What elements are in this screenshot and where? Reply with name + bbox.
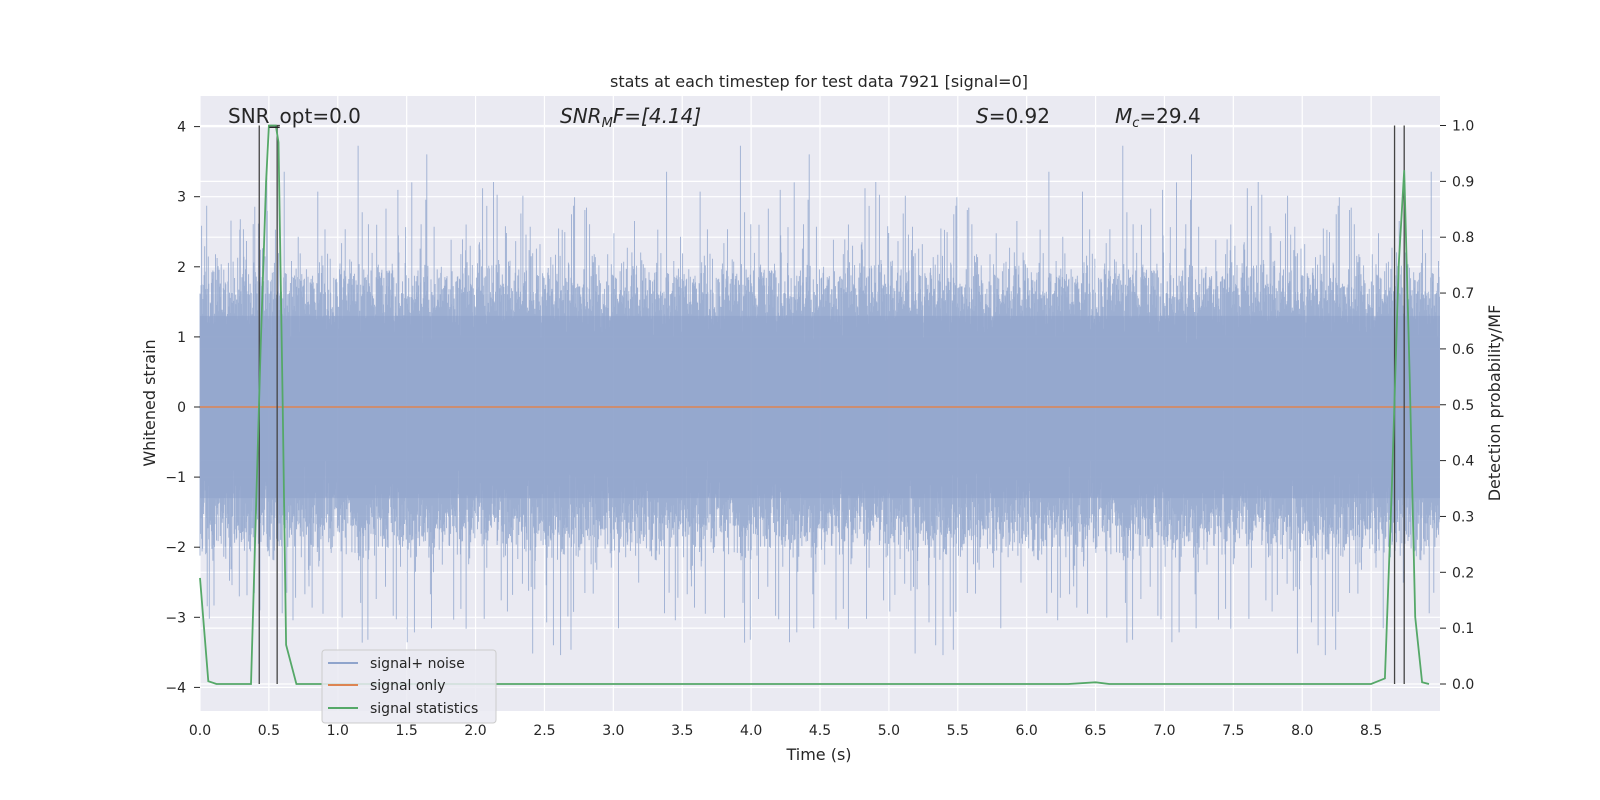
x-tick-label: 7.5 [1222, 723, 1244, 739]
signal-statistics-line [199, 124, 1430, 685]
y2-tick-label: 0.6 [1452, 342, 1474, 358]
y-tick-label: −4 [165, 680, 186, 696]
annotation-mc-sub: c [1132, 116, 1139, 131]
y2-tick-label: 0.7 [1452, 286, 1474, 302]
chart-title: stats at each timestep for test data 792… [610, 72, 1028, 91]
y-tick-label: 1 [177, 330, 186, 346]
annotation-mc: Mc=29.4 [1115, 104, 1201, 131]
y2-tick-label: 0.3 [1452, 509, 1474, 525]
x-tick-label: 6.5 [1084, 723, 1106, 739]
y-tick-label: 4 [177, 120, 186, 136]
annotation-mc-base: M [1115, 104, 1132, 128]
x-tick-label: 4.5 [809, 723, 831, 739]
x-tick-label: 1.0 [327, 723, 349, 739]
y-tick-label: −3 [165, 610, 186, 626]
x-tick-label: 2.0 [464, 723, 486, 739]
x-tick-label: 5.5 [947, 723, 969, 739]
legend-box [321, 649, 497, 724]
lines-layer [199, 124, 1441, 685]
annotation-snr-mf: SNRMF=[4.14] [560, 104, 701, 131]
annotation-snr-mf-rest: F=[4.14] [613, 104, 701, 128]
x-tick-label: 5.0 [878, 723, 900, 739]
y-tick-label: −2 [165, 540, 186, 556]
legend: signal+ noise signal only signal statist… [321, 649, 497, 724]
x-tick-label: 1.5 [396, 723, 418, 739]
x-tick-label: 0.5 [258, 723, 280, 739]
annotation-snr-opt: SNR_opt=0.0 [228, 104, 361, 128]
y2-tick-label: 0.9 [1452, 174, 1474, 190]
y-tick-label: 3 [177, 190, 186, 206]
annotation-snr-mf-sub: M [602, 116, 613, 131]
legend-label-statistics: signal statistics [370, 701, 478, 717]
annotation-mc-value: =29.4 [1139, 104, 1200, 128]
y2-tick-label: 0.8 [1452, 230, 1474, 246]
y2-tick-label: 1.0 [1452, 119, 1474, 135]
legend-label-noise: signal+ noise [370, 656, 465, 672]
y2-tick-label: 0.2 [1452, 565, 1474, 581]
y2-tick-label: 0.4 [1452, 454, 1474, 470]
y-tick-label: 2 [177, 260, 186, 276]
x-axis-label: Time (s) [785, 745, 851, 764]
x-tick-label: 2.5 [533, 723, 555, 739]
x-tick-label: 3.5 [671, 723, 693, 739]
x-tick-label: 8.0 [1291, 723, 1313, 739]
y-tick-label: −1 [165, 470, 186, 486]
x-tick-label: 0.0 [189, 723, 211, 739]
x-tick-label: 4.0 [740, 723, 762, 739]
annotation-snr-mf-base: SNR [560, 104, 602, 128]
ticks-layer: 0.0 0.5 1.0 1.5 2.0 2.5 3.0 3.5 4.0 4.5 5.0 5.5 6.0 6… [165, 119, 1474, 740]
annotation-s-name: S [976, 104, 989, 128]
y2-tick-label: 0.1 [1452, 621, 1474, 637]
legend-label-signal-only: signal only [370, 678, 445, 694]
x-tick-label: 7.0 [1153, 723, 1175, 739]
y2-tick-label: 0.0 [1452, 677, 1474, 693]
annotation-s: S=0.92 [976, 104, 1050, 128]
x-tick-label: 8.5 [1360, 723, 1382, 739]
y2-tick-label: 0.5 [1452, 398, 1474, 414]
y-tick-label: 0 [177, 400, 186, 416]
x-tick-label: 3.0 [602, 723, 624, 739]
y-axis-label: Whitened strain [140, 339, 159, 466]
annotation-s-value: =0.92 [989, 104, 1050, 128]
x-tick-label: 6.0 [1016, 723, 1038, 739]
y2-axis-label: Detection probability/MF [1485, 305, 1504, 502]
